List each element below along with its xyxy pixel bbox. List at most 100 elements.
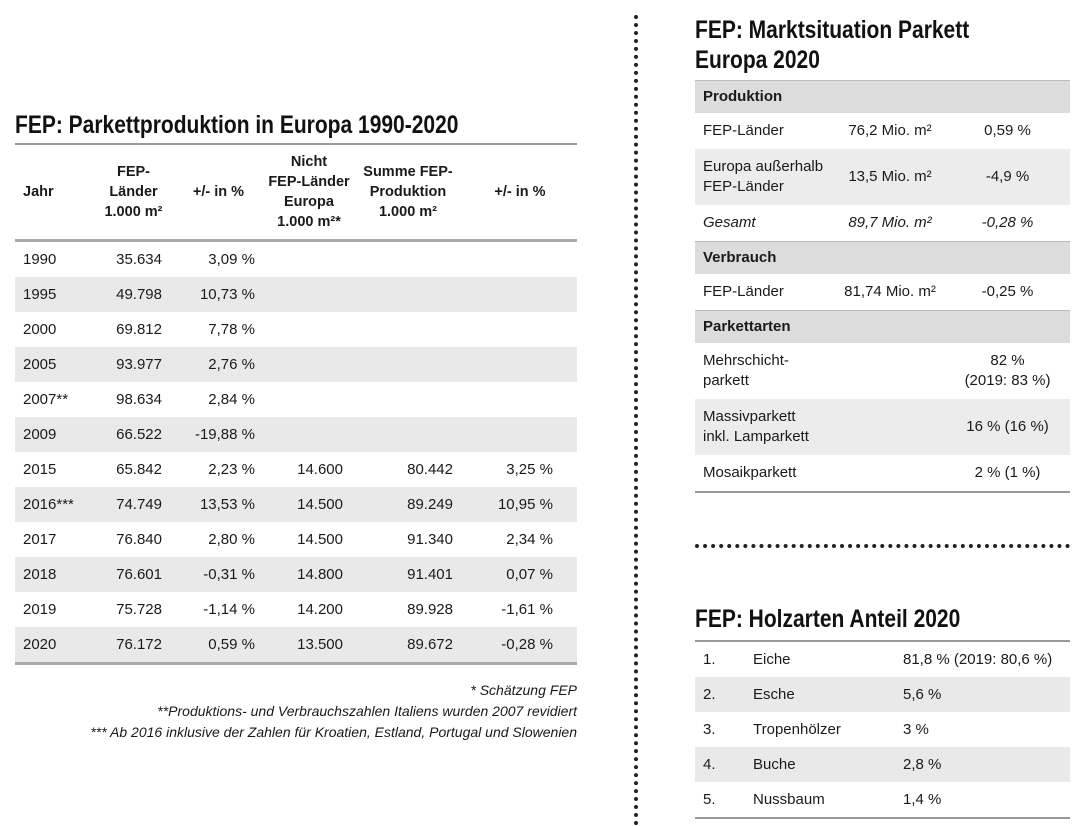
production-table: Jahr FEP- Länder 1.000 m² +/- in % Nicht FE…: [15, 143, 577, 665]
section-header: Produktion: [695, 80, 1071, 113]
row-label: Europa außerhalb FEP-Länder: [695, 149, 835, 205]
table-cell: 13.500: [297, 635, 343, 653]
table-cell: 35.634: [116, 250, 162, 268]
table-row: 4. Buche 2,8 %: [695, 747, 1070, 782]
wood-table: 1. Eiche 81,8 % (2019: 80,6 %) 2. Esche 5,6 %…: [695, 640, 1070, 819]
table-cell: 2009: [23, 425, 57, 443]
column-header: +/- in %: [463, 144, 577, 242]
table-cell: 2015: [23, 460, 57, 478]
table-row: 2000 69.812 7,78 %: [15, 312, 577, 347]
table-cell: 3.: [703, 720, 716, 738]
table-cell: Eiche: [753, 650, 791, 668]
table-cell: 14.600: [297, 460, 343, 478]
table-cell: 76.601: [116, 565, 162, 583]
empty-cell: [463, 417, 577, 452]
table-row: FEP-Länder 81,74 Mio. m² -0,25 %: [695, 274, 1070, 311]
table-cell: -0,31 %: [203, 565, 255, 583]
table-cell: 2019: [23, 600, 57, 618]
table-cell: 0,07 %: [506, 565, 553, 583]
row-value: 82 % (2019: 83 %): [964, 352, 1051, 389]
table-cell: 89.928: [407, 600, 453, 618]
table-cell: 2,8 %: [895, 747, 1070, 782]
section-heading: Produktion: [695, 80, 1071, 113]
empty-cell: [265, 241, 353, 278]
table-cell: 1.: [703, 650, 716, 668]
divider: [634, 15, 638, 826]
table-row: 5. Nussbaum 1,4 %: [695, 782, 1070, 818]
table-cell: 14.200: [297, 600, 343, 618]
table-cell: -1,14 %: [203, 600, 255, 618]
table-cell: 2016***: [23, 495, 74, 513]
table-cell: Esche: [745, 677, 895, 712]
table-cell: Nussbaum: [753, 790, 825, 808]
footnote: **Produktions- und Verbrauchszahlen Ital…: [157, 703, 577, 719]
empty-cell: [463, 347, 577, 382]
table-cell: 66.522: [116, 425, 162, 443]
empty-cell: [463, 277, 577, 312]
column-header: Jahr: [15, 144, 95, 242]
empty-cell: [353, 417, 463, 452]
empty-cell: [265, 417, 353, 452]
table-cell: 3,09 %: [208, 250, 255, 268]
table-cell: 2007**: [23, 390, 69, 408]
empty-cell: [835, 399, 945, 455]
table-row: 2017 76.840 2,80 % 14.500 91.340 2,34 %: [15, 522, 577, 557]
table-cell: 5.: [703, 790, 716, 808]
table-cell: 89.672: [407, 635, 453, 653]
table-cell: 80.442: [407, 460, 453, 478]
table-cell: 10,95 %: [497, 495, 553, 513]
table-cell: -19,88 %: [194, 425, 255, 443]
table-cell: 4.: [695, 747, 745, 782]
empty-cell: [265, 312, 353, 347]
column-header: FEP- Länder 1.000 m²: [95, 144, 172, 242]
table-cell: 81,8 % (2019: 80,6 %): [903, 650, 1053, 668]
table-cell: 2017: [23, 530, 57, 548]
table-cell: 2000: [23, 320, 57, 338]
empty-cell: [463, 312, 577, 347]
table-row: 2018 76.601 -0,31 % 14.800 91.401 0,07 %: [15, 557, 577, 592]
table-cell: 14.500: [297, 530, 343, 548]
table-row: 2009 66.522 -19,88 %: [15, 417, 577, 452]
table-cell: 2,34 %: [506, 530, 553, 548]
table-cell: 49.798: [116, 285, 162, 303]
table-row: Europa außerhalb FEP-Länder 13,5 Mio. m² -…: [695, 149, 1071, 205]
empty-cell: [265, 347, 353, 382]
divider: [695, 544, 1070, 548]
table-cell: 2005: [23, 355, 57, 373]
empty-cell: [463, 382, 577, 417]
empty-cell: [353, 382, 463, 417]
table-cell: 13,53 %: [199, 495, 255, 513]
row-value: -0,25 %: [981, 283, 1034, 300]
footnote: *** Ab 2016 inklusive der Zahlen für Kro…: [90, 724, 577, 740]
table-cell: 76.840: [116, 530, 162, 548]
row-label: Mehrschicht- parkett: [703, 352, 789, 389]
table-cell: 65.842: [116, 460, 162, 478]
production-title: FEP: Parkettproduktion in Europa 1990-20…: [15, 111, 459, 139]
empty-cell: [353, 347, 463, 382]
table-row: Massivparkett inkl. Lamparkett 16 % (16 %…: [695, 399, 1071, 455]
table-cell: Tropenhölzer: [753, 720, 841, 738]
table-cell: 75.728: [116, 600, 162, 618]
table-cell: 14.800: [297, 565, 343, 583]
row-value: 2 % (1 %): [974, 464, 1041, 481]
table-cell: 91.340: [407, 530, 453, 548]
table-cell: 7,78 %: [208, 320, 255, 338]
table-cell: 0,59 %: [208, 635, 255, 653]
table-cell: 89.249: [407, 495, 453, 513]
row-label: Gesamt: [703, 214, 756, 231]
empty-cell: [835, 455, 945, 492]
row-label: FEP-Länder: [703, 122, 784, 139]
empty-cell: [835, 343, 945, 399]
table-cell: 76.172: [116, 635, 162, 653]
empty-cell: [353, 277, 463, 312]
section-heading: Verbrauch: [695, 241, 1071, 274]
table-cell: 2,23 %: [208, 460, 255, 478]
table-cell: 3 %: [903, 720, 929, 738]
empty-cell: [353, 241, 463, 278]
empty-cell: [265, 277, 353, 312]
row-value: 13,5 Mio. m²: [835, 149, 945, 205]
table-cell: 2020: [23, 635, 57, 653]
row-value: 76,2 Mio. m²: [848, 122, 932, 139]
footnote: * Schätzung FEP: [470, 682, 577, 698]
table-row: Mosaikparkett 2 % (1 %): [695, 455, 1070, 492]
